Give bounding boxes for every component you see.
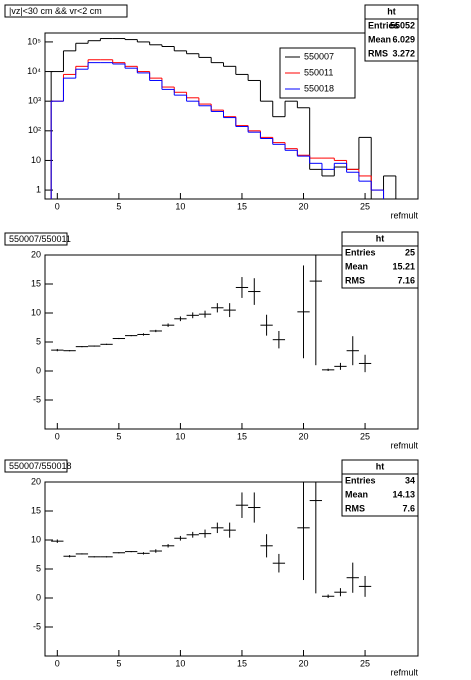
stats-value: 55052 (390, 20, 415, 30)
y-tick-label: 15 (31, 278, 41, 288)
x-axis-label: refmult (390, 210, 418, 220)
pad-title: 550007/550018 (9, 461, 72, 471)
stats-label: RMS (345, 503, 365, 513)
pad-title: |vz|<30 cm && vr<2 cm (9, 6, 102, 16)
x-tick-label: 5 (116, 201, 121, 211)
stats-label: Entries (345, 247, 376, 257)
stats-label: RMS (368, 48, 388, 58)
x-tick-label: 20 (299, 201, 309, 211)
stats-box (341, 231, 419, 289)
x-tick-label: 10 (175, 201, 185, 211)
stats-value: 7.16 (397, 275, 415, 285)
y-tick-label: 0 (36, 365, 41, 375)
x-tick-label: 0 (55, 658, 60, 668)
y-tick-label: -5 (33, 621, 41, 631)
y-tick-label: 10 (31, 534, 41, 544)
x-tick-label: 15 (237, 658, 247, 668)
y-tick-label: 5 (36, 336, 41, 346)
stats-label: Entries (345, 475, 376, 485)
stats-value: 15.21 (392, 261, 415, 271)
y-tick-label: 20 (31, 249, 41, 259)
stats-value: 14.13 (392, 489, 415, 499)
x-tick-label: 5 (116, 431, 121, 441)
stats-value: 7.6 (402, 503, 415, 513)
stats-title: ht (376, 233, 385, 243)
title-box (4, 459, 68, 473)
stats-label: Mean (345, 261, 368, 271)
stats-box (341, 459, 419, 517)
y-tick-label: 20 (31, 476, 41, 486)
x-tick-label: 0 (55, 201, 60, 211)
x-tick-label: 25 (360, 431, 370, 441)
x-axis-label: refmult (390, 440, 418, 450)
x-tick-label: 10 (175, 431, 185, 441)
title-box (4, 232, 68, 246)
x-tick-label: 20 (299, 658, 309, 668)
x-tick-label: 25 (360, 658, 370, 668)
stats-label: RMS (345, 275, 365, 285)
y-tick-label: 15 (31, 505, 41, 515)
stats-title: ht (387, 6, 396, 16)
stats-value: 6.029 (392, 34, 415, 44)
stats-value: 3.272 (392, 48, 415, 58)
x-tick-label: 20 (299, 431, 309, 441)
legend-label: 550007 (304, 51, 334, 61)
stats-value: 34 (405, 475, 415, 485)
stats-label: Mean (368, 34, 391, 44)
y-tick-label: 1 (36, 184, 41, 194)
legend-label: 550018 (304, 83, 334, 93)
y-tick-label: 10³ (28, 96, 41, 106)
stats-box (364, 4, 419, 62)
x-tick-label: 15 (237, 201, 247, 211)
x-tick-label: 25 (360, 201, 370, 211)
x-tick-label: 15 (237, 431, 247, 441)
y-tick-label: 0 (36, 592, 41, 602)
x-tick-label: 0 (55, 431, 60, 441)
title-box (4, 4, 128, 18)
y-tick-label: 10⁴ (27, 66, 41, 76)
stats-label: Mean (345, 489, 368, 499)
y-tick-label: 10 (31, 307, 41, 317)
y-tick-label: 5 (36, 563, 41, 573)
x-tick-label: 5 (116, 658, 121, 668)
x-axis-label: refmult (390, 667, 418, 677)
y-tick-label: 10² (28, 125, 41, 135)
x-tick-label: 10 (175, 658, 185, 668)
pad-title: 550007/550011 (9, 234, 71, 244)
stats-label: Entries (368, 20, 399, 30)
legend-label: 550011 (304, 67, 333, 77)
stats-value: 25 (405, 247, 415, 257)
frame (44, 32, 419, 200)
stats-title: ht (376, 461, 385, 471)
y-tick-label: 10 (31, 155, 41, 165)
y-tick-label: 10⁵ (27, 36, 41, 46)
y-tick-label: -5 (33, 394, 41, 404)
